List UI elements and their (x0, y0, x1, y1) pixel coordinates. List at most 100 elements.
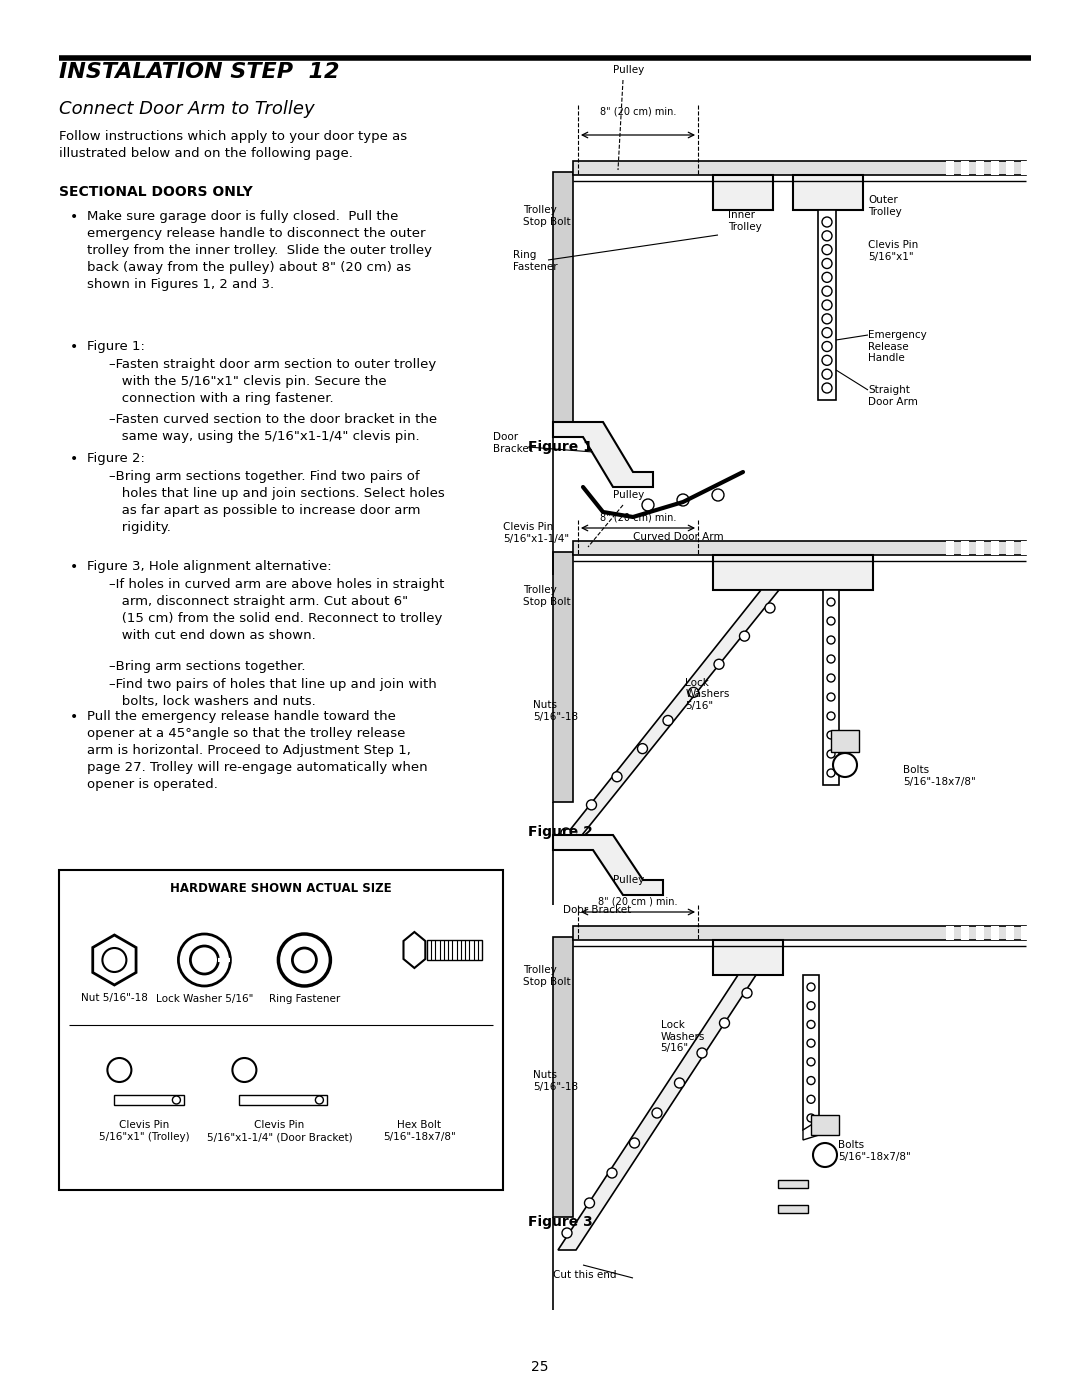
Bar (946, 161, 954, 175)
Circle shape (827, 598, 835, 606)
Text: Trolley
Stop Bolt: Trolley Stop Bolt (523, 585, 570, 606)
Circle shape (822, 328, 832, 338)
Bar (1005, 926, 1014, 940)
Bar (991, 541, 999, 555)
Text: •: • (69, 339, 78, 353)
Circle shape (822, 244, 832, 254)
Circle shape (232, 1058, 256, 1083)
Bar (240, 1095, 327, 1105)
Circle shape (827, 617, 835, 624)
Text: Connect Door Arm to Trolley: Connect Door Arm to Trolley (59, 101, 315, 117)
Text: Door Bracket: Door Bracket (563, 905, 631, 915)
Text: Figure 1:: Figure 1: (87, 339, 146, 353)
Circle shape (827, 655, 835, 664)
Bar (778, 1180, 808, 1187)
Bar (961, 161, 969, 175)
Circle shape (822, 258, 832, 268)
Bar (793, 175, 863, 210)
Circle shape (807, 1095, 815, 1104)
Bar (831, 731, 859, 752)
Circle shape (827, 673, 835, 682)
Text: Figure 3: Figure 3 (528, 1215, 593, 1229)
Text: Lock
Washers
5/16": Lock Washers 5/16" (686, 678, 730, 711)
Text: 8" (20 cm) min.: 8" (20 cm) min. (599, 511, 676, 522)
Text: –Bring arm sections together. Find two pairs of
   holes that line up and join s: –Bring arm sections together. Find two p… (109, 469, 445, 534)
Text: –Bring arm sections together.: –Bring arm sections together. (109, 659, 306, 673)
Text: •: • (69, 453, 78, 467)
Circle shape (822, 341, 832, 352)
Bar (1021, 926, 1029, 940)
Text: •: • (69, 710, 78, 724)
Polygon shape (93, 935, 136, 985)
Circle shape (822, 369, 832, 379)
Circle shape (822, 286, 832, 296)
Circle shape (315, 1097, 323, 1104)
Text: Pulley: Pulley (613, 875, 645, 886)
Bar (961, 541, 969, 555)
Circle shape (677, 495, 689, 506)
Circle shape (293, 949, 316, 972)
Text: Curved Door Arm: Curved Door Arm (633, 532, 724, 542)
Circle shape (712, 489, 724, 502)
Text: 8" (20 cm ) min.: 8" (20 cm ) min. (598, 895, 678, 907)
Text: Inner
Trolley: Inner Trolley (728, 210, 761, 232)
Text: Bolts
5/16"-18x7/8": Bolts 5/16"-18x7/8" (838, 1140, 910, 1161)
Circle shape (833, 753, 858, 777)
Circle shape (822, 272, 832, 282)
Bar (778, 1206, 808, 1213)
Circle shape (740, 631, 750, 641)
Bar (553, 172, 573, 422)
Circle shape (719, 1018, 729, 1028)
Text: Pull the emergency release handle toward the
opener at a 45°angle so that the tr: Pull the emergency release handle toward… (87, 710, 428, 791)
Bar (1005, 541, 1014, 555)
Circle shape (822, 217, 832, 226)
Bar (713, 555, 873, 590)
Circle shape (827, 768, 835, 777)
Circle shape (173, 1097, 180, 1104)
Circle shape (807, 1020, 815, 1028)
Text: HARDWARE SHOWN ACTUAL SIZE: HARDWARE SHOWN ACTUAL SIZE (171, 882, 392, 895)
Text: Trolley
Stop Bolt: Trolley Stop Bolt (523, 205, 570, 226)
Text: Figure 2: Figure 2 (528, 826, 593, 840)
Text: Figure 3, Hole alignment alternative:: Figure 3, Hole alignment alternative: (87, 560, 332, 573)
Text: Ring Fastener: Ring Fastener (269, 995, 340, 1004)
Text: –Find two pairs of holes that line up and join with
   bolts, lock washers and n: –Find two pairs of holes that line up an… (109, 678, 437, 708)
Circle shape (637, 743, 648, 753)
Text: Clevis Pin
5/16"x1" (Trolley): Clevis Pin 5/16"x1" (Trolley) (99, 1120, 190, 1143)
Bar (114, 1095, 185, 1105)
Circle shape (807, 1113, 815, 1122)
Bar (573, 926, 1026, 940)
Text: •: • (69, 560, 78, 574)
Circle shape (822, 314, 832, 324)
Circle shape (190, 946, 218, 974)
Circle shape (561, 828, 571, 838)
Bar (573, 161, 1026, 175)
Text: Lock Washer 5/16": Lock Washer 5/16" (156, 995, 253, 1004)
Circle shape (807, 1039, 815, 1048)
Text: Pulley: Pulley (613, 490, 645, 500)
Bar (823, 590, 839, 785)
Bar (961, 926, 969, 940)
Bar (811, 1115, 839, 1134)
Bar (713, 940, 783, 975)
Bar (553, 552, 573, 802)
Circle shape (822, 383, 832, 393)
Circle shape (630, 1139, 639, 1148)
Circle shape (827, 693, 835, 701)
Bar (573, 541, 1026, 555)
Polygon shape (558, 975, 756, 1250)
Circle shape (697, 1048, 707, 1058)
Circle shape (807, 1077, 815, 1084)
Polygon shape (553, 835, 663, 895)
Circle shape (586, 800, 596, 810)
Text: Door
Bracket: Door Bracket (492, 432, 532, 454)
Text: Figure 1: Figure 1 (528, 440, 593, 454)
Bar (991, 161, 999, 175)
Circle shape (642, 499, 654, 511)
Text: Straight
Door Arm: Straight Door Arm (868, 386, 918, 407)
Bar (976, 926, 984, 940)
Bar (427, 940, 482, 960)
Circle shape (827, 731, 835, 739)
Circle shape (822, 231, 832, 240)
Text: –If holes in curved arm are above holes in straight
   arm, disconnect straight : –If holes in curved arm are above holes … (109, 578, 445, 643)
